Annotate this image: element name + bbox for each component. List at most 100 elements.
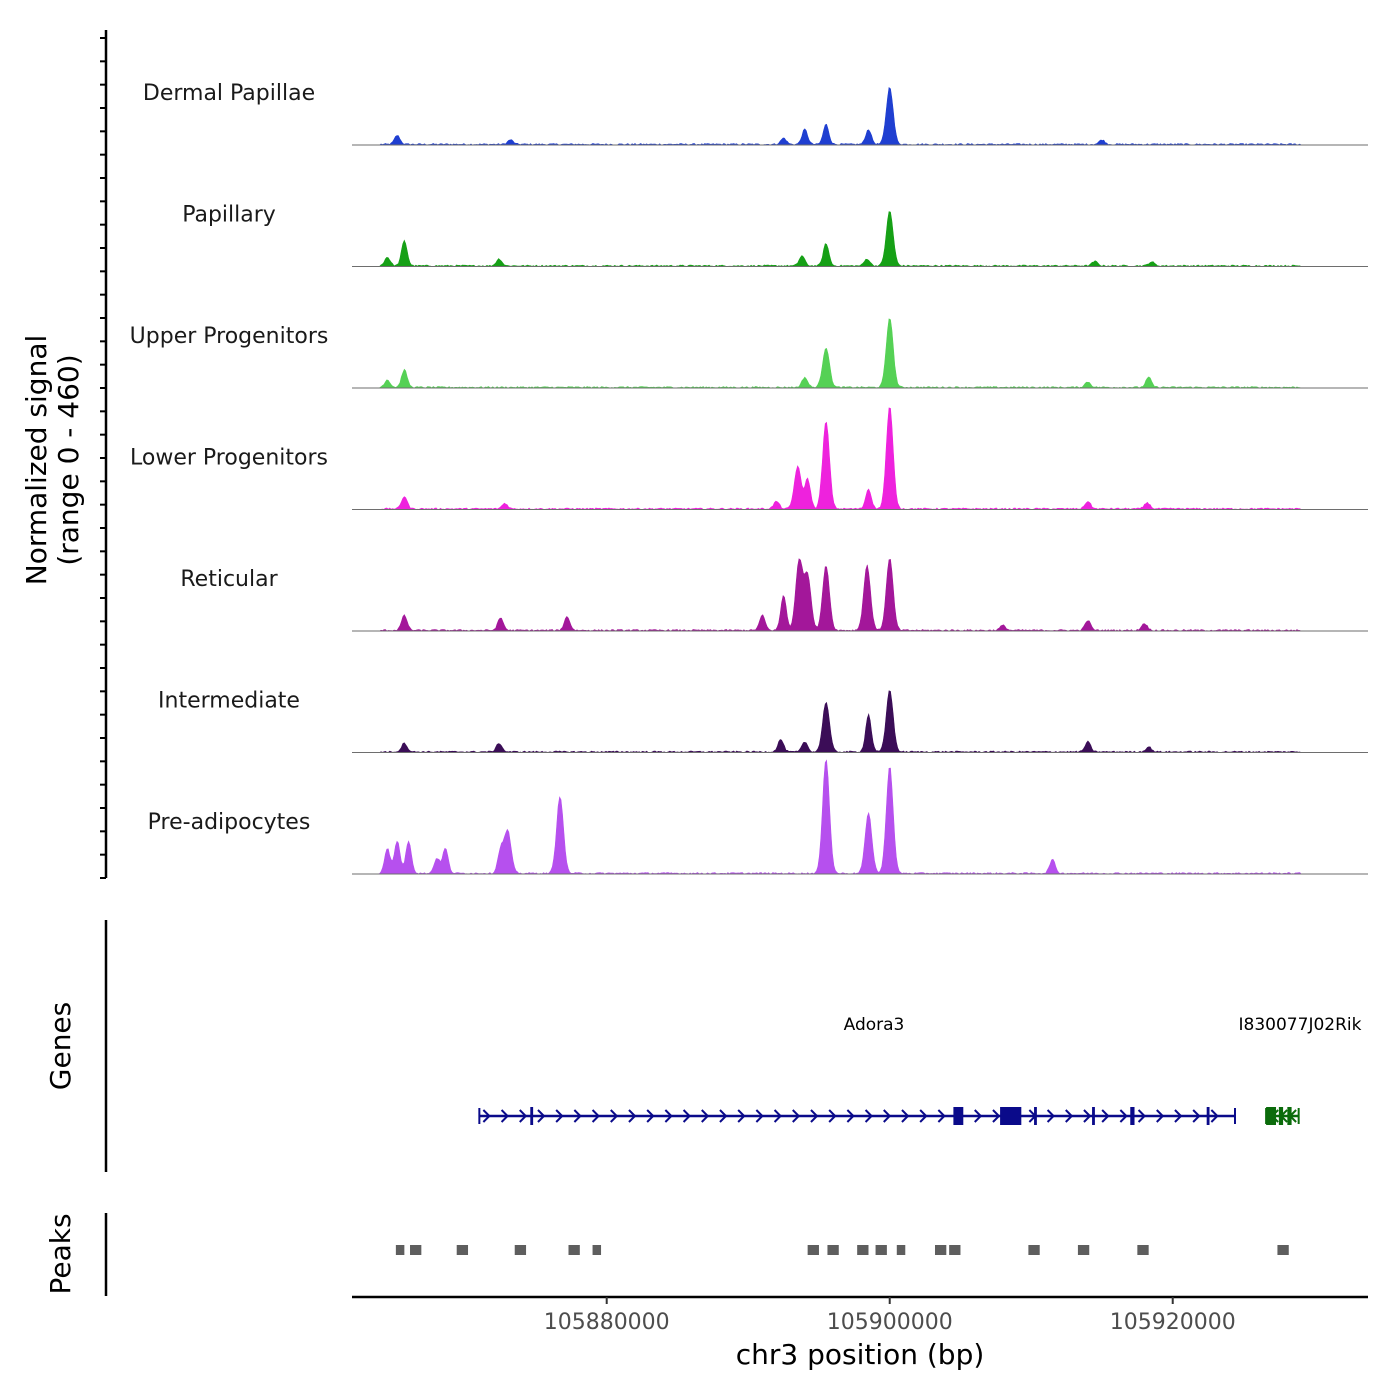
strand-arrow	[628, 1109, 637, 1123]
coverage-track: Reticular	[180, 558, 1368, 632]
y-axis-title-line2: (range 0 - 460)	[52, 354, 85, 565]
strand-arrow	[1119, 1109, 1128, 1123]
track-label: Dermal Papillae	[143, 81, 315, 106]
peaks-track-title: Peaks	[44, 1213, 77, 1294]
coverage-track: Dermal Papillae	[143, 81, 1368, 146]
peak-interval	[896, 1245, 906, 1255]
coverage-area	[352, 211, 1368, 267]
strand-arrow	[992, 1109, 1001, 1123]
strand-arrow	[937, 1109, 946, 1123]
y-axis-title: Normalized signal(range 0 - 460)	[20, 335, 85, 586]
coverage-track: Pre-adipocytes	[148, 759, 1368, 875]
peak-interval	[934, 1245, 947, 1255]
track-label: Reticular	[180, 567, 278, 592]
strand-arrow	[1156, 1109, 1165, 1123]
x-tick-label: 105880000	[544, 1310, 670, 1335]
exon	[1287, 1107, 1292, 1125]
strand-arrow	[1065, 1109, 1074, 1123]
coverage-area	[352, 759, 1368, 875]
strand-arrow	[919, 1109, 928, 1123]
strand-arrow	[646, 1109, 655, 1123]
peak-interval	[592, 1245, 602, 1255]
gene: Adora3	[478, 1015, 1236, 1125]
strand-arrow	[828, 1109, 837, 1123]
exon	[953, 1107, 964, 1125]
peak-interval	[875, 1245, 887, 1255]
track-label: Lower Progenitors	[130, 446, 328, 471]
exon	[1130, 1107, 1135, 1125]
coverage-area	[352, 558, 1368, 632]
peak-interval	[1277, 1245, 1289, 1255]
exon	[1034, 1107, 1037, 1125]
strand-arrow	[500, 1109, 509, 1123]
strand-arrow	[1137, 1109, 1146, 1123]
strand-arrow	[755, 1109, 764, 1123]
gene: I830077J02Rik	[1239, 1015, 1362, 1125]
peak-interval	[456, 1245, 469, 1255]
strand-arrow	[701, 1109, 710, 1123]
strand-arrow	[773, 1109, 782, 1123]
strand-arrow	[737, 1109, 746, 1123]
peak-interval	[514, 1245, 527, 1255]
peak-interval	[410, 1245, 422, 1255]
strand-arrow	[555, 1109, 564, 1123]
coverage-area	[352, 690, 1368, 753]
strand-arrow	[1210, 1109, 1219, 1123]
coverage-area	[352, 87, 1368, 146]
strand-arrow	[519, 1109, 528, 1123]
exon	[530, 1107, 534, 1125]
strand-arrow	[1174, 1109, 1183, 1123]
track-label: Papillary	[182, 203, 276, 228]
coverage-area	[352, 318, 1368, 389]
exon	[1266, 1107, 1277, 1125]
strand-arrow	[664, 1109, 673, 1123]
genes-track-title: Genes	[44, 1002, 77, 1090]
coverage-track: Papillary	[182, 203, 1368, 267]
coverage-area	[352, 407, 1368, 510]
y-axis-title-line1: Normalized signal	[20, 335, 53, 586]
strand-arrow	[573, 1109, 582, 1123]
track-label: Pre-adipocytes	[148, 810, 311, 835]
strand-arrow	[974, 1109, 983, 1123]
coverage-track: Intermediate	[158, 689, 1368, 753]
strand-arrow	[883, 1109, 892, 1123]
exon	[1278, 1107, 1284, 1125]
peak-interval	[949, 1245, 961, 1255]
peak-interval	[1077, 1245, 1090, 1255]
strand-arrow	[610, 1109, 619, 1123]
x-axis-title: chr3 position (bp)	[736, 1338, 985, 1371]
peak-interval	[807, 1245, 819, 1255]
exon	[1206, 1107, 1210, 1125]
exon	[1000, 1107, 1022, 1125]
strand-arrow	[682, 1109, 691, 1123]
strand-arrow	[901, 1109, 910, 1123]
strand-arrow	[719, 1109, 728, 1123]
strand-arrow	[1083, 1109, 1092, 1123]
track-label: Intermediate	[158, 689, 300, 714]
x-tick-label: 105920000	[1110, 1310, 1236, 1335]
exon	[1092, 1107, 1095, 1125]
strand-arrow	[1192, 1109, 1201, 1123]
track-label: Upper Progenitors	[130, 324, 329, 349]
gene-label: I830077J02Rik	[1239, 1015, 1362, 1035]
peak-interval	[568, 1245, 580, 1255]
strand-arrow	[1101, 1109, 1110, 1123]
strand-arrow	[864, 1109, 873, 1123]
x-tick-label: 105900000	[827, 1310, 953, 1335]
peak-interval	[827, 1245, 839, 1255]
strand-arrow	[810, 1109, 819, 1123]
coverage-track: Upper Progenitors	[130, 318, 1368, 389]
strand-arrow	[1046, 1109, 1055, 1123]
peak-interval	[1137, 1245, 1149, 1255]
strand-arrow	[482, 1109, 491, 1123]
strand-arrow	[591, 1109, 600, 1123]
peak-interval	[857, 1245, 869, 1255]
peak-interval	[395, 1245, 405, 1255]
strand-arrow	[537, 1109, 546, 1123]
strand-arrow	[792, 1109, 801, 1123]
peak-interval	[1028, 1245, 1040, 1255]
strand-arrow	[846, 1109, 855, 1123]
coverage-track: Lower Progenitors	[130, 407, 1368, 510]
